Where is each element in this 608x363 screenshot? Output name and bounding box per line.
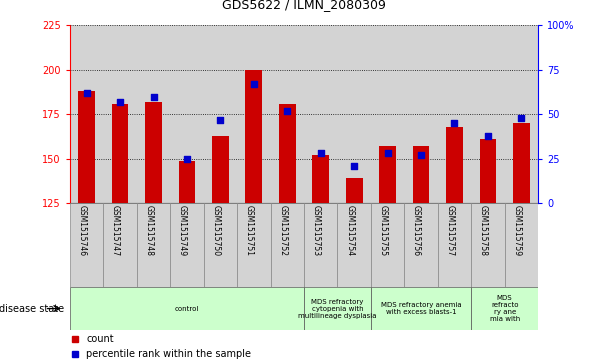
Text: GSM1515753: GSM1515753 [312, 205, 321, 256]
Text: GSM1515756: GSM1515756 [412, 205, 421, 256]
Point [383, 151, 393, 156]
Point [349, 163, 359, 169]
Bar [337, 25, 371, 203]
Point [182, 156, 192, 162]
FancyBboxPatch shape [70, 287, 304, 330]
FancyBboxPatch shape [471, 287, 538, 330]
Bar [480, 139, 496, 203]
Bar [246, 70, 262, 203]
Bar [446, 127, 463, 203]
Point [81, 90, 91, 96]
Point [148, 94, 158, 99]
Text: GSM1515746: GSM1515746 [78, 205, 86, 256]
FancyBboxPatch shape [70, 203, 103, 287]
Text: disease state: disease state [0, 303, 64, 314]
Bar [179, 160, 195, 203]
Bar [304, 25, 337, 203]
FancyBboxPatch shape [304, 287, 371, 330]
Text: GSM1515752: GSM1515752 [278, 205, 287, 256]
Text: GSM1515758: GSM1515758 [479, 205, 488, 256]
Text: GSM1515748: GSM1515748 [145, 205, 153, 256]
Bar [438, 25, 471, 203]
Bar [78, 91, 95, 203]
Bar [513, 123, 530, 203]
Bar [346, 178, 362, 203]
Bar [413, 146, 429, 203]
FancyBboxPatch shape [237, 203, 271, 287]
Bar [212, 136, 229, 203]
Bar [371, 25, 404, 203]
Bar [145, 102, 162, 203]
Bar [70, 25, 103, 203]
FancyBboxPatch shape [404, 203, 438, 287]
Point [517, 115, 527, 121]
Text: control: control [174, 306, 199, 311]
FancyBboxPatch shape [137, 203, 170, 287]
Bar [313, 155, 329, 203]
Bar [103, 25, 137, 203]
FancyBboxPatch shape [103, 203, 137, 287]
FancyBboxPatch shape [204, 203, 237, 287]
FancyBboxPatch shape [304, 203, 337, 287]
Text: GSM1515749: GSM1515749 [178, 205, 187, 256]
Text: count: count [86, 334, 114, 344]
FancyBboxPatch shape [438, 203, 471, 287]
FancyBboxPatch shape [337, 203, 371, 287]
Point [416, 152, 426, 158]
FancyBboxPatch shape [505, 203, 538, 287]
Bar [279, 104, 295, 203]
Text: MDS
refracto
ry ane
mia with: MDS refracto ry ane mia with [489, 295, 520, 322]
FancyBboxPatch shape [371, 287, 471, 330]
Text: percentile rank within the sample: percentile rank within the sample [86, 348, 251, 359]
Bar [170, 25, 204, 203]
Point [316, 151, 326, 156]
Text: MDS refractory
cytopenia with
multilineage dysplasia: MDS refractory cytopenia with multilinea… [298, 298, 377, 319]
Bar [137, 25, 170, 203]
Bar [271, 25, 304, 203]
Bar [204, 25, 237, 203]
Text: GSM1515757: GSM1515757 [446, 205, 454, 256]
Text: MDS refractory anemia
with excess blasts-1: MDS refractory anemia with excess blasts… [381, 302, 461, 315]
FancyBboxPatch shape [371, 203, 404, 287]
Bar [379, 146, 396, 203]
Text: GSM1515754: GSM1515754 [345, 205, 354, 256]
Text: GDS5622 / ILMN_2080309: GDS5622 / ILMN_2080309 [222, 0, 386, 11]
FancyBboxPatch shape [471, 203, 505, 287]
Text: GSM1515750: GSM1515750 [212, 205, 220, 256]
Bar [237, 25, 271, 203]
Bar [404, 25, 438, 203]
Bar [471, 25, 505, 203]
Bar [112, 104, 128, 203]
FancyBboxPatch shape [170, 203, 204, 287]
FancyBboxPatch shape [271, 203, 304, 287]
Point [115, 99, 125, 105]
Bar [505, 25, 538, 203]
Text: GSM1515751: GSM1515751 [245, 205, 254, 256]
Point [282, 108, 292, 114]
Text: GSM1515755: GSM1515755 [379, 205, 388, 256]
Point [249, 81, 259, 87]
Point [215, 117, 225, 123]
Point [483, 133, 493, 139]
Point [449, 120, 460, 126]
Text: GSM1515747: GSM1515747 [111, 205, 120, 256]
Text: GSM1515759: GSM1515759 [513, 205, 521, 256]
